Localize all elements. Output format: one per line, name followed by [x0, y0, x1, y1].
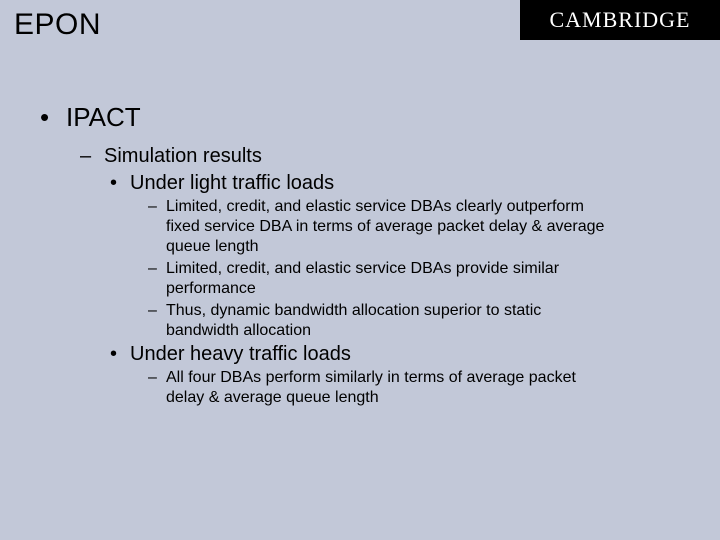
bullet-lvl4: – Limited, credit, and elastic service D… — [148, 197, 612, 257]
bullet-dot-icon: • — [110, 343, 130, 366]
slide-title: EPON — [14, 8, 101, 41]
bullet-lvl4: – Thus, dynamic bandwidth allocation sup… — [148, 301, 612, 341]
bullet-dot-icon: • — [40, 102, 66, 133]
bullet-text: Under light traffic loads — [130, 172, 334, 195]
bullet-dash-icon: – — [148, 197, 166, 217]
bullet-text: Under heavy traffic loads — [130, 343, 351, 366]
brand-logo: CAMBRIDGE — [520, 0, 720, 40]
bullet-dash-icon: – — [148, 301, 166, 321]
bullet-dash-icon: – — [80, 145, 104, 168]
bullet-text: Thus, dynamic bandwidth allocation super… — [166, 301, 612, 341]
bullet-text: Simulation results — [104, 145, 262, 168]
bullet-lvl3: • Under light traffic loads — [110, 172, 680, 195]
bullet-lvl3: • Under heavy traffic loads — [110, 343, 680, 366]
bullet-lvl1: • IPACT — [40, 102, 680, 133]
bullet-lvl4: – Limited, credit, and elastic service D… — [148, 259, 612, 299]
bullet-text: Limited, credit, and elastic service DBA… — [166, 197, 612, 257]
bullet-dash-icon: – — [148, 259, 166, 279]
bullet-dot-icon: • — [110, 172, 130, 195]
bullet-dash-icon: – — [148, 368, 166, 388]
title-bar: EPON CAMBRIDGE — [0, 0, 720, 54]
bullet-text: Limited, credit, and elastic service DBA… — [166, 259, 612, 299]
bullet-lvl4: – All four DBAs perform similarly in ter… — [148, 368, 612, 408]
slide-body: • IPACT – Simulation results • Under lig… — [0, 54, 720, 408]
bullet-text: All four DBAs perform similarly in terms… — [166, 368, 612, 408]
bullet-text: IPACT — [66, 102, 141, 133]
bullet-lvl2: – Simulation results — [80, 145, 680, 168]
